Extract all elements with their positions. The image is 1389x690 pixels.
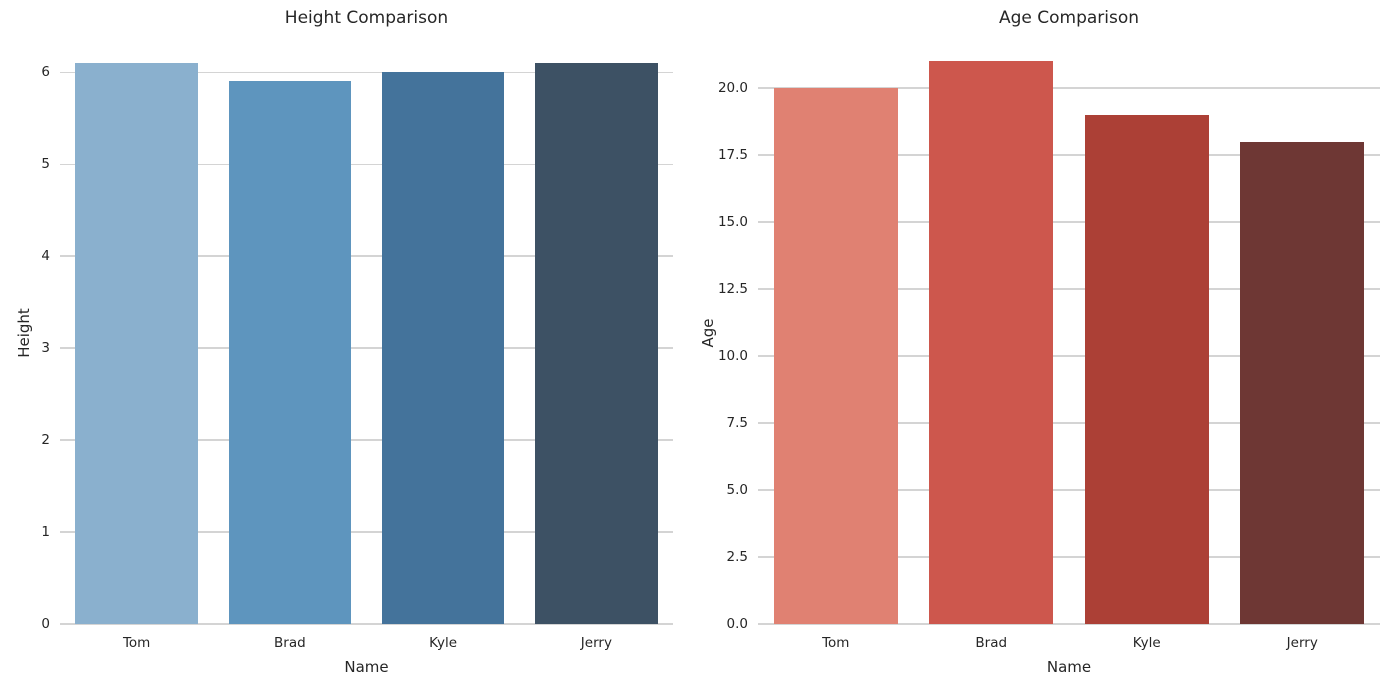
gridline: [758, 623, 1380, 625]
gridline: [758, 221, 1380, 223]
y-tick-label: 0: [41, 616, 50, 632]
x-tick-label: Jerry: [580, 635, 612, 651]
gridline: [758, 87, 1380, 89]
gridline: [758, 355, 1380, 357]
bar-kyle: [1084, 114, 1209, 624]
x-tick-label: Brad: [274, 635, 306, 651]
bar-kyle: [381, 72, 505, 624]
y-tick-label: 5.0: [726, 481, 748, 498]
gridline: [60, 623, 673, 625]
bar-jerry: [535, 63, 658, 624]
gridline: [60, 71, 673, 73]
y-tick-label: 0.0: [726, 616, 748, 632]
x-tick-label: Tom: [122, 635, 151, 651]
y-tick-label: 12.5: [717, 280, 748, 297]
y-tick-label: 1: [41, 524, 50, 541]
bar-brad: [228, 81, 352, 624]
gridline: [758, 422, 1380, 424]
y-tick-label: 17.5: [717, 146, 748, 163]
y-tick-label: 4: [41, 248, 50, 265]
gridline: [758, 556, 1380, 558]
gridline: [758, 154, 1380, 156]
x-axis-label: Name: [1046, 658, 1092, 676]
gridline: [60, 163, 673, 165]
bar-tom: [75, 63, 198, 624]
y-tick-label: 20.0: [717, 79, 748, 96]
bar-brad: [929, 61, 1054, 624]
gridline: [758, 288, 1380, 290]
y-tick-label: 2.5: [726, 548, 748, 565]
y-axis-label: Age: [699, 317, 717, 348]
x-tick-label: Kyle: [1132, 635, 1161, 651]
x-tick-label: Brad: [975, 635, 1008, 651]
y-tick-label: 10.0: [717, 347, 748, 364]
gridline: [60, 255, 673, 257]
x-tick-label: Kyle: [429, 635, 458, 651]
x-axis-label: Name: [344, 658, 389, 676]
bar-jerry: [1240, 141, 1365, 624]
y-tick-label: 2: [41, 432, 50, 449]
x-tick-label: Tom: [822, 635, 850, 651]
x-tick-label: Jerry: [1286, 635, 1318, 651]
gridline: [758, 489, 1380, 491]
bar-tom: [773, 87, 898, 624]
y-tick-label: 5: [41, 156, 50, 173]
chart-title: Height Comparison: [284, 8, 449, 28]
y-tick-label: 15.0: [717, 213, 748, 230]
gridline: [60, 531, 673, 533]
gridline: [60, 439, 673, 441]
y-tick-label: 3: [41, 340, 50, 357]
y-tick-label: 6: [41, 64, 50, 81]
chart-title: Age Comparison: [998, 8, 1140, 28]
y-tick-label: 7.5: [726, 414, 748, 431]
plot-area: [758, 41, 1380, 625]
plot-area: [60, 41, 673, 625]
gridline: [60, 347, 673, 349]
